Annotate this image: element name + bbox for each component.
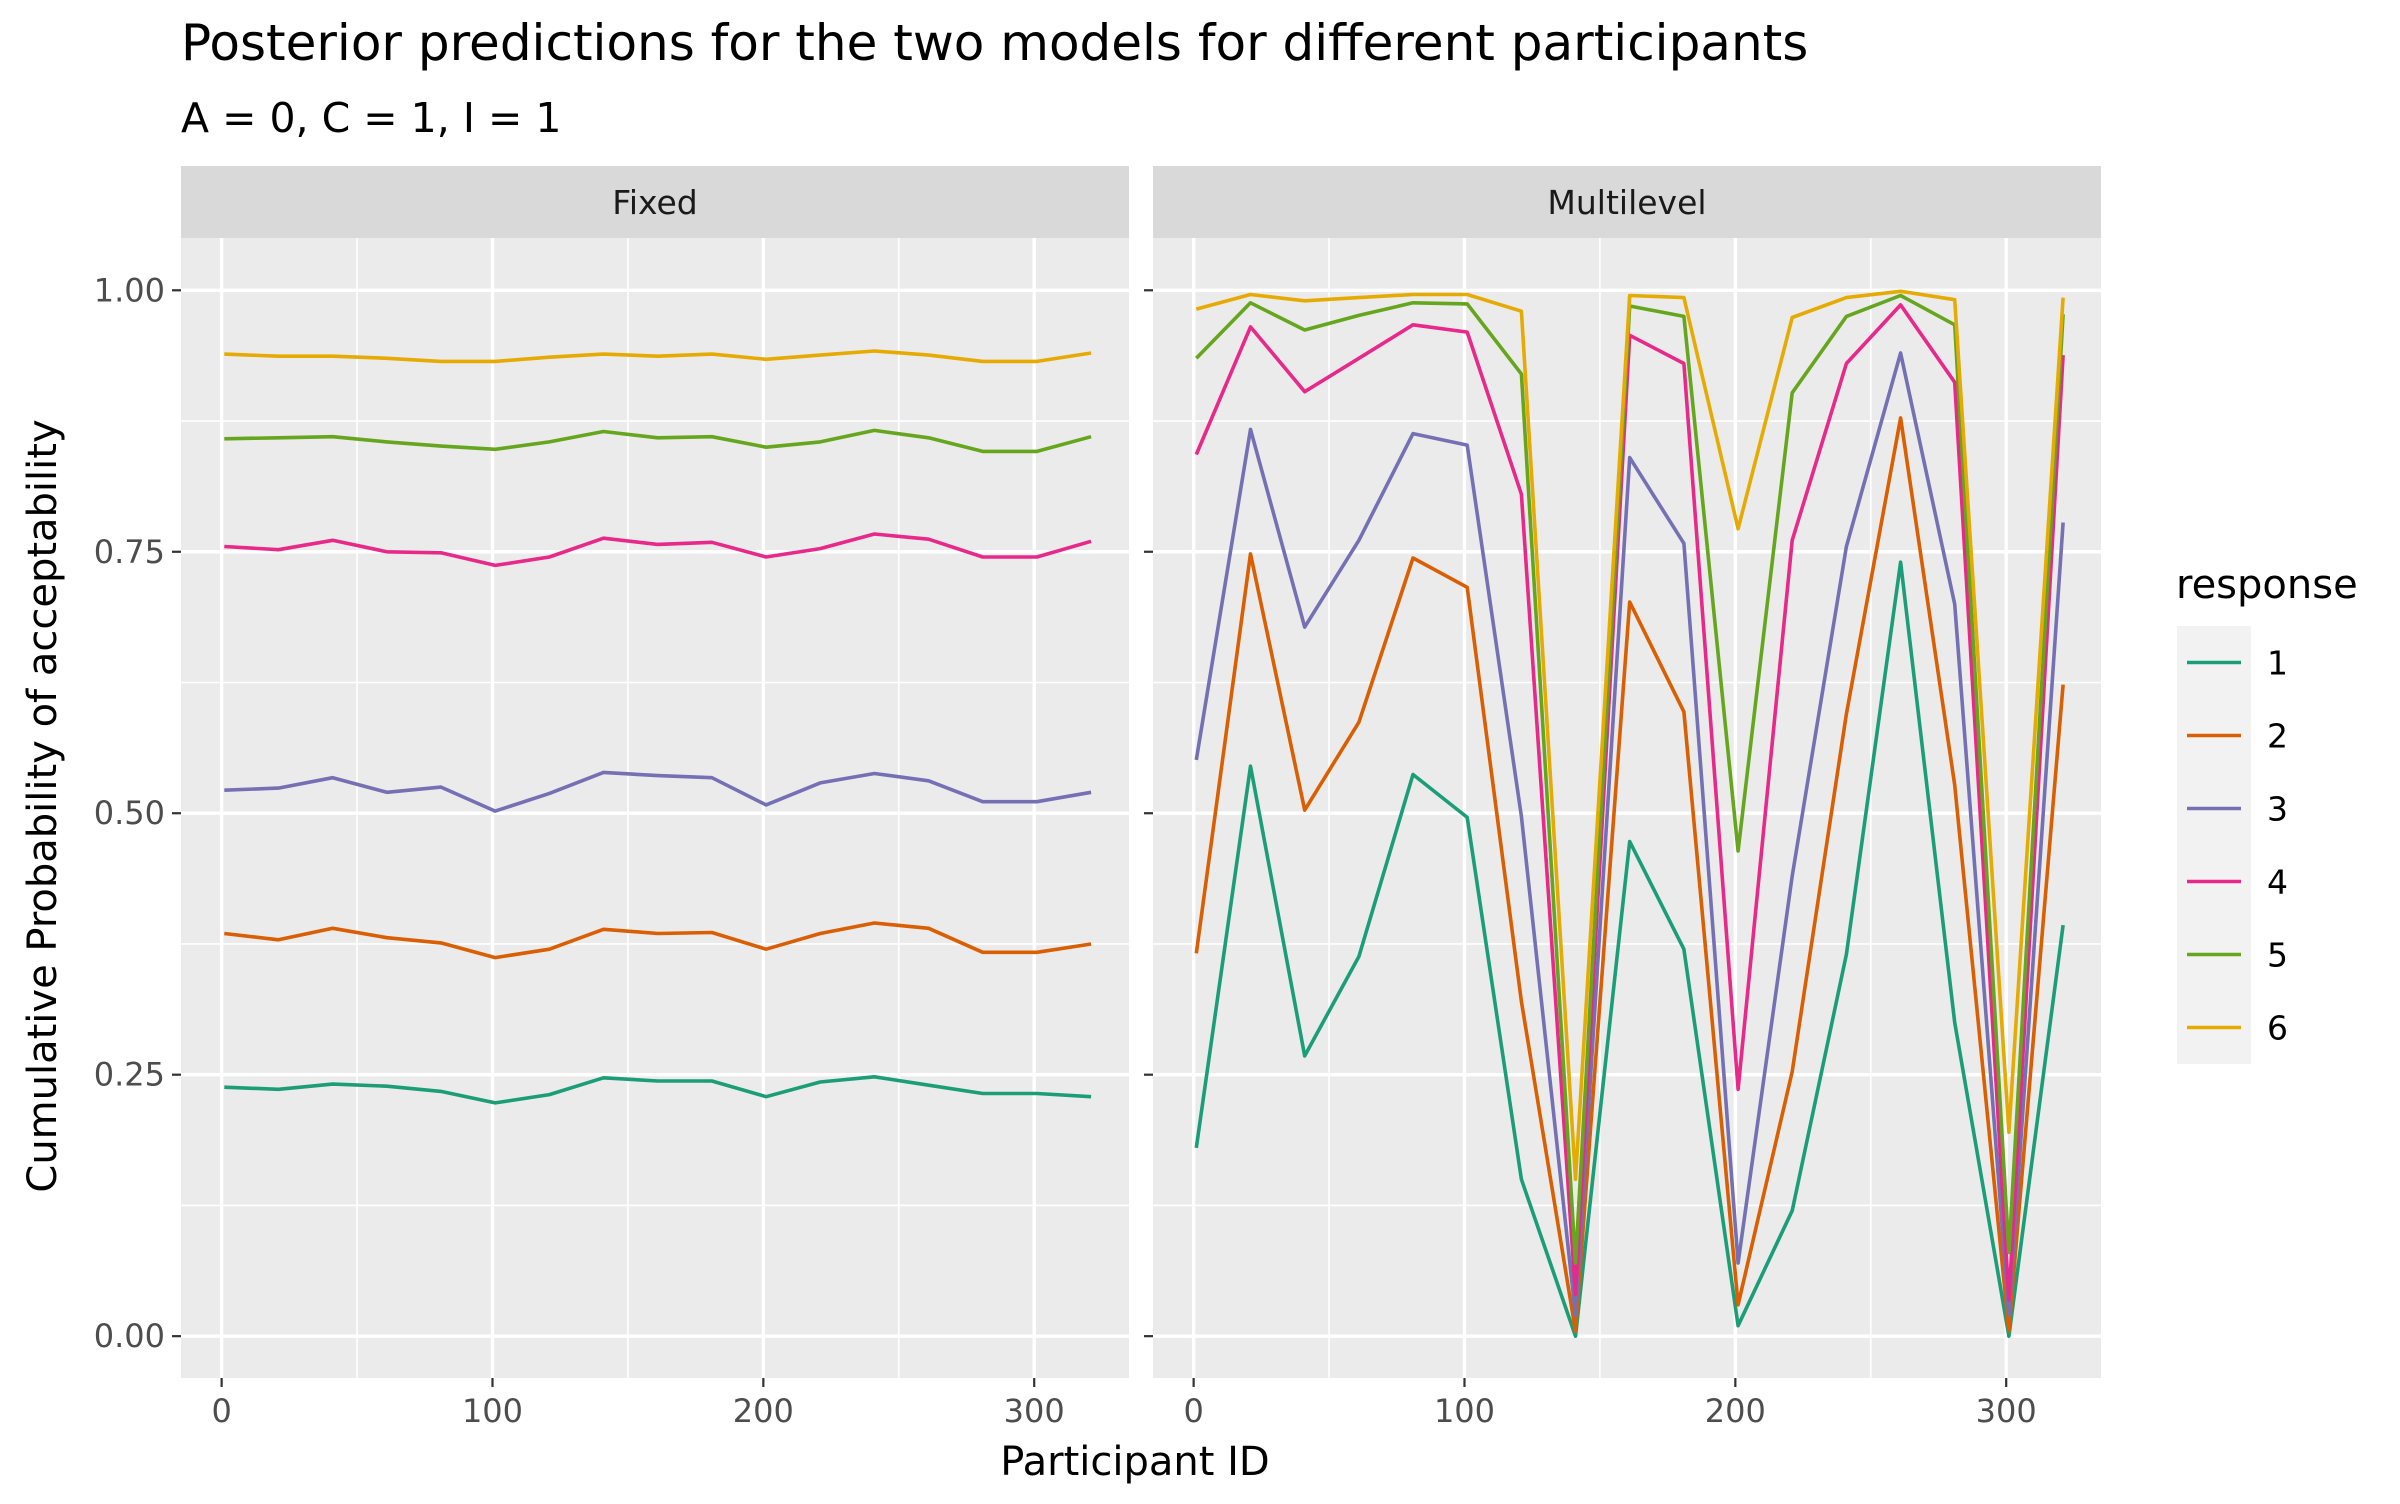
x-tick-label: 300 — [1004, 1392, 1065, 1430]
legend-item-3: 3 — [2187, 790, 2288, 829]
facet-strip-label: Fixed — [612, 183, 698, 222]
y-tick-label: 0.50 — [94, 794, 165, 832]
legend-item-6: 6 — [2187, 1009, 2288, 1048]
legend-label: 6 — [2267, 1009, 2288, 1048]
series-line-6 — [1195, 289, 2065, 1182]
series-line-1 — [224, 1075, 1092, 1105]
series-line-4 — [224, 532, 1092, 568]
series-line-5 — [224, 428, 1092, 454]
x-tick-label: 200 — [733, 1392, 794, 1430]
panel-fixed: Fixed 0 100 200 300 0.00 0.25 0.50 0.75 1.00 — [94, 166, 1129, 1430]
legend-title: response — [2176, 562, 2358, 608]
legend-label: 4 — [2267, 863, 2288, 902]
panel-background — [1153, 238, 2101, 1378]
chart-subtitle: A = 0, C = 1, I = 1 — [181, 94, 561, 142]
series-line-1 — [1194, 560, 2065, 1338]
x-tick-label: 300 — [1976, 1392, 2037, 1430]
y-tick-label: 0.75 — [94, 533, 165, 571]
facet-strip — [1153, 166, 2101, 238]
x-tick-label: 200 — [1705, 1392, 1766, 1430]
grid — [181, 238, 1129, 1378]
legend-item-1: 1 — [2187, 644, 2288, 683]
legend-item-2: 2 — [2187, 717, 2288, 756]
y-axis-label: Cumulative Probability of acceptability — [20, 419, 66, 1192]
y-tick-label: 1.00 — [94, 271, 165, 309]
panel-background — [181, 238, 1129, 1378]
legend-label: 1 — [2267, 644, 2288, 683]
legend-label: 3 — [2267, 790, 2288, 829]
legend-item-4: 4 — [2187, 863, 2288, 902]
y-tick-label: 0.00 — [94, 1317, 165, 1355]
x-tick-label: 0 — [1183, 1392, 1203, 1430]
series-line-2 — [1194, 416, 2065, 1333]
chart-title: Posterior predictions for the two models… — [181, 14, 1808, 72]
legend-item-5: 5 — [2187, 936, 2288, 975]
y-tick-label: 0.25 — [94, 1056, 165, 1094]
series-line-3 — [1194, 351, 2065, 1317]
x-tick-label: 100 — [1434, 1392, 1495, 1430]
x-tick-label: 100 — [462, 1392, 523, 1430]
legend-label: 2 — [2267, 717, 2288, 756]
facet-strip — [181, 166, 1129, 238]
series-line-2 — [224, 921, 1092, 960]
legend-key-background — [2177, 626, 2251, 1064]
legend: response 1 2 3 4 5 6 — [2176, 562, 2358, 1064]
x-tick-label: 0 — [211, 1392, 231, 1430]
facet-strip-label: Multilevel — [1547, 183, 1706, 222]
series-line-3 — [224, 770, 1092, 813]
x-axis-label: Participant ID — [1000, 1439, 1269, 1485]
series-line-6 — [224, 349, 1092, 364]
panel-multilevel: Multilevel 0 100 200 300 — [1144, 166, 2101, 1430]
legend-label: 5 — [2267, 936, 2288, 975]
